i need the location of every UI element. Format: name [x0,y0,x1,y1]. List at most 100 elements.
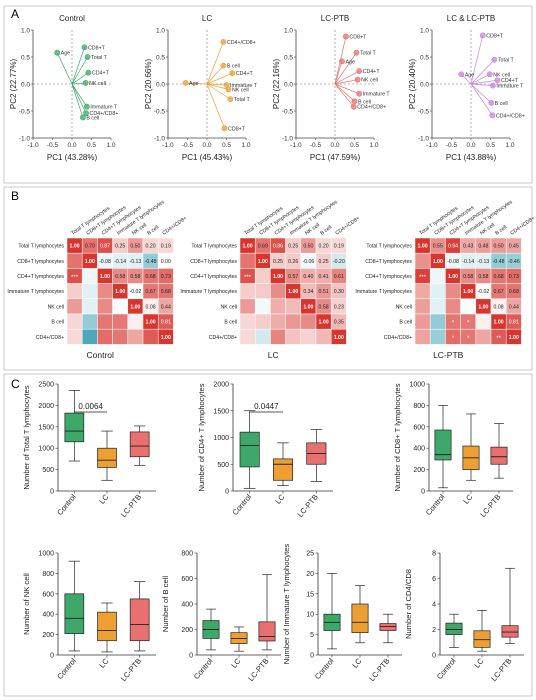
heatmap-cell [239,298,256,315]
box-iqr [490,446,508,465]
pca-title: LC & LC-PTB [447,14,495,23]
box-y-tick-label: 0 [421,489,425,496]
heatmap-0: 1.00 0.70 0.87 0.25 0.50 0.20 0.191.00 -0.08 -0.… [7,199,188,360]
heatmap-cell [254,298,271,315]
pca-point [489,112,496,119]
pca-point-label: Total T [91,55,108,61]
heatmap-value: 0.68 [161,289,171,295]
heatmap-row-label: B cell [51,320,64,326]
heatmap-value: 0.34 [303,289,313,295]
pca-y-label: PC2 (20.66%) [144,59,153,110]
heatmap-cell [66,313,83,330]
box-y-label: Number of CD4/CD8 [404,569,413,639]
heatmap-value: 0.73 [509,274,519,280]
heatmap-cell [475,313,492,330]
heatmap-title: Control [86,350,114,360]
heatmap-cell [254,283,271,300]
heatmap-value: -0.08 [99,259,111,265]
heatmap-value: 0.58 [115,274,125,280]
pca-title: LC-PTB [321,14,349,23]
heatmap-value: 0.58 [478,274,488,280]
pca-point [221,125,228,132]
heatmap-value: 1.00 [130,304,140,310]
box-y-tick-label: 400 [413,446,425,453]
heatmap-value: 0.25 [319,259,329,265]
pca-point-label: CD4+T [501,78,519,84]
pca-vector [470,79,498,85]
pca-point [486,71,493,78]
heatmap-star: * [452,336,455,342]
heatmap-value: -0.20 [333,259,345,265]
heatmap-cell [97,313,113,330]
heatmap-value: 0.25 [288,244,298,250]
panel-c-frame [3,373,533,697]
heatmap-value: 1.00 [334,335,344,341]
pca-point [82,80,89,86]
heatmap-cell [315,328,332,345]
pca-y-tick-label: 0.0 [284,82,293,89]
pca-point-label: CD8+T [349,34,367,40]
heatmap-cell [414,298,431,315]
pca-point [84,54,91,60]
heatmap-value: 1.00 [70,244,80,250]
heatmap-value: 0.00 [161,259,171,265]
pca-point-label: Age [189,81,198,87]
heatmap-cell [254,328,271,345]
box-y-tick-label: 0 [50,489,54,496]
heatmap-value: 0.43 [463,244,473,250]
box-iqr [64,412,85,443]
box-y-tick-label: 200 [413,467,425,474]
heatmap-value: -0.48 [493,259,505,265]
heatmap-value: 0.67 [494,289,504,295]
heatmap-star: * [89,275,92,281]
pca-y-tick-label: 1.0 [284,28,293,35]
pca-point [479,32,486,39]
heatmap-value: 0.73 [161,274,171,280]
pca-point-label: NK cell [232,87,249,93]
pca-point-label: NK cell [361,78,378,84]
box-y-label: Number of B cell [161,576,170,632]
heatmap-value: 0.68 [509,289,519,295]
pca-y-tick-label: 0.0 [21,82,30,89]
heatmap-cell [97,328,113,345]
pca-point-label: Age [61,51,70,57]
heatmap-value: 1.00 [478,304,488,310]
box-y-label: Number of Immature T lymphocytes [282,544,291,665]
heatmap-value: -0.13 [129,259,141,265]
heatmap-cell [330,328,347,345]
pca-plot-2: LC-PTB 1.0 0.5 0.0 -0.5 -1.0-1.0 -0.5 0.0 0.5 1.0… [272,14,390,162]
heatmap-value: 0.44 [161,304,171,310]
heatmap-cell [254,313,271,330]
pca-point [220,38,227,45]
pca-vector [470,83,493,116]
box-y-tick-label: 1000 [38,551,54,558]
heatmap-cell [445,298,461,315]
heatmap-cell [254,268,271,284]
heatmap-value: 1.00 [319,320,329,326]
pca-y-tick-label: 0.5 [420,55,429,62]
heatmap-cell [112,313,129,330]
panel-c-letter: C [11,377,20,391]
heatmap-value: 0.70 [85,244,95,250]
heatmap-value: 1.00 [463,289,473,295]
heatmap-value: 0.19 [334,244,344,250]
heatmap-cell [270,298,286,315]
heatmap-row-label: CD4+T lymphocytes [190,274,237,280]
heatmap-cell [429,328,446,345]
heatmap-value: 0.81 [509,320,519,326]
box-y-tick-label: 0 [225,489,229,496]
panel-b-heatmaps: 1.00 0.70 0.87 0.25 0.50 0.20 0.191.00 -0.08 -0.… [7,199,536,360]
heatmap-value: 0.45 [509,244,519,250]
box-y-tick-label: 1000 [409,382,425,389]
box-iqr [129,431,150,458]
pca-vector [206,83,231,100]
pca-point-label: Immature T [496,84,524,90]
heatmap-value: 0.86 [273,244,283,250]
pca-point [229,70,236,77]
box-y-tick-label: 20 [306,571,314,578]
pca-point-label: Age [346,59,355,65]
heatmap-cell [429,313,446,330]
pca-vector [71,83,87,114]
heatmap-row-label: CD4+T lymphocytes [17,274,64,280]
pca-point-label: CD4+/CD8+ [357,105,386,111]
